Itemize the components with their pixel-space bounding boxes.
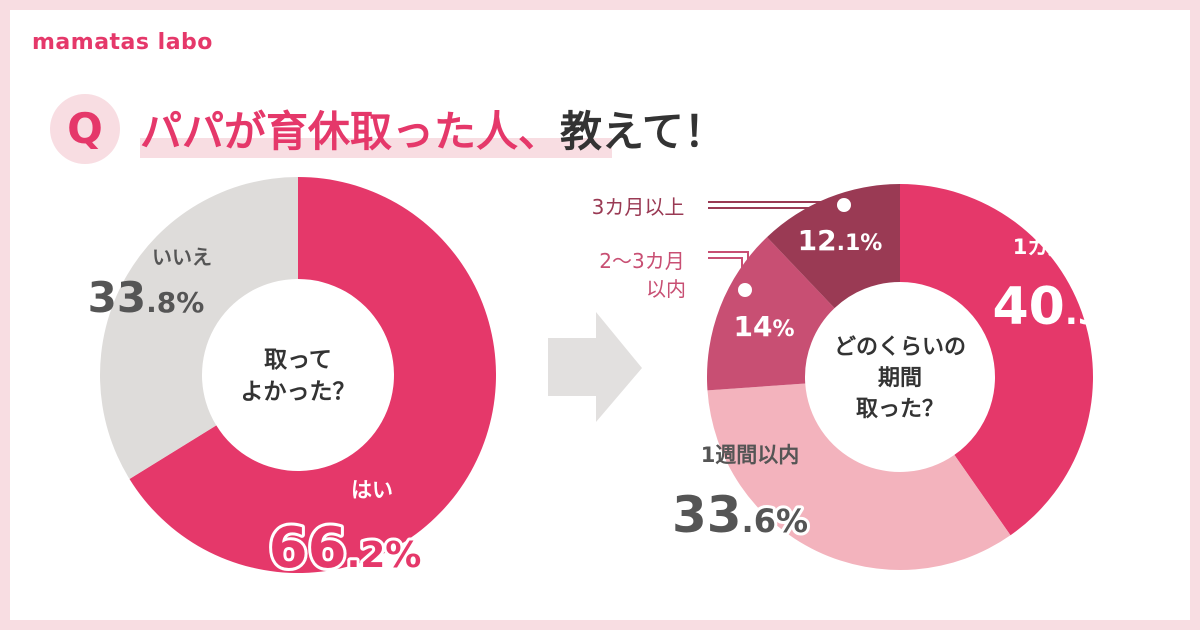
chart1-value-yes: 66.2% [269,516,422,581]
brand-logo: mamatas labo [32,30,213,55]
title-highlight [140,138,612,158]
chart2-value-2to3months: 14% [733,310,794,343]
chart2-connector-2to3months-b [708,257,743,288]
chart1-center-label-0: 取って [264,347,332,373]
chart2-label-1week: 1週間以内 [701,443,800,467]
chart1-value-no: 33.8% [88,273,205,322]
chart2-slice-2 [707,237,835,391]
chart1-slice-0 [129,177,497,573]
right-arrow-icon [548,312,642,422]
chart2-label-2to3months-line1: 2〜3カ月 [599,249,684,273]
question-mark-badge: Q [50,94,120,164]
chart1-center-label-1: よかった？ [241,379,356,405]
chart2-center-label-0: どのくらいの [834,335,966,360]
chart2-center-label-2: 取った？ [856,397,944,422]
chart2-value-1month: 40.3% [992,277,1135,337]
chart2-connector-dot-3months-plus [837,198,851,212]
chart2-value-1week: 33.6% [672,486,808,544]
chart2-connector-2to3months-a [708,251,749,288]
chart2-slice-0 [900,184,1093,536]
chart1-label-yes: はい [351,478,393,502]
title-highlighted-text: パパが育休取った人、 [140,107,561,156]
title-rest-text: 教えて！ [560,107,726,156]
chart2-connector-dot-2to3months [738,283,752,297]
chart2-label-2to3months-line2: 以内 [646,277,686,301]
chart2-center-label-1: 期間 [878,366,922,391]
chart1-label-no: いいえ [152,245,212,269]
chart2-label-1month: 1カ月以内 [1013,235,1112,259]
question-title: パパが育休取った人、教えて！ [140,98,726,159]
chart2-label-3months-plus: 3カ月以上 [592,195,685,219]
chart1-slice-1 [99,177,298,479]
chart2-value-3months-plus: 12.1% [798,224,883,257]
chart2-slice-1 [707,383,1011,570]
chart2-slice-3 [767,184,900,309]
